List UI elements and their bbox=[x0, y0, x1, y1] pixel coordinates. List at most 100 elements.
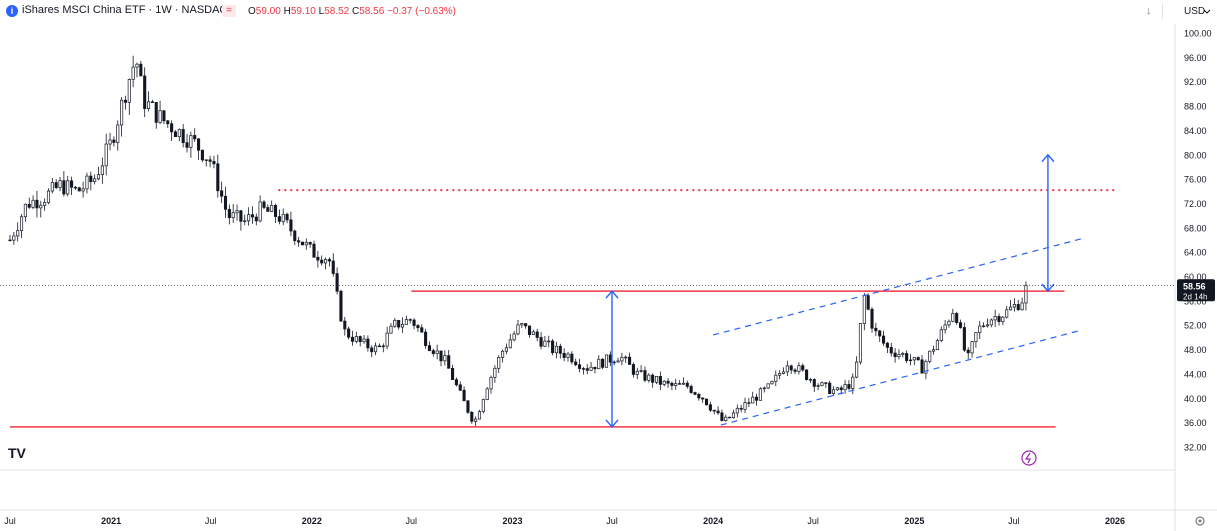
candle-body bbox=[920, 359, 924, 374]
candle-body bbox=[23, 203, 27, 218]
candle-body bbox=[524, 323, 528, 327]
candle-body bbox=[666, 380, 670, 384]
price-tick-label: 100.00 bbox=[1184, 29, 1212, 39]
candle-body bbox=[681, 382, 685, 385]
candle-body bbox=[943, 324, 947, 331]
candle-body bbox=[1012, 304, 1016, 308]
candle-body bbox=[551, 340, 555, 354]
candle-body bbox=[728, 416, 732, 419]
candle-body bbox=[654, 376, 659, 383]
candle-body bbox=[308, 242, 312, 245]
candle-body bbox=[173, 131, 178, 137]
candle-body bbox=[720, 412, 724, 421]
candle-body bbox=[270, 205, 274, 212]
download-arrow-icon[interactable]: ↓ bbox=[1146, 5, 1152, 17]
candle-body bbox=[704, 398, 709, 406]
candle-body bbox=[335, 273, 339, 292]
time-tick-label: 2026 bbox=[1105, 516, 1125, 526]
candle-body bbox=[766, 383, 770, 389]
candle-body bbox=[724, 416, 728, 421]
candle-body bbox=[824, 382, 828, 384]
candle-body bbox=[504, 347, 508, 352]
candle-body bbox=[735, 407, 739, 414]
candle-body bbox=[643, 370, 647, 381]
badge-icon[interactable]: = bbox=[222, 5, 236, 17]
candle-body bbox=[354, 336, 358, 342]
candle-body bbox=[781, 371, 786, 374]
candle-body bbox=[535, 331, 539, 338]
candle-body bbox=[966, 349, 970, 354]
candle-body bbox=[547, 340, 551, 343]
candle-body bbox=[477, 411, 482, 420]
candle-body bbox=[812, 379, 816, 387]
candle-body bbox=[770, 381, 774, 385]
candle-body bbox=[304, 242, 308, 246]
candle-body bbox=[820, 382, 824, 386]
candle-body bbox=[493, 367, 497, 378]
candle-body bbox=[116, 124, 120, 143]
price-tick-label: 76.00 bbox=[1184, 175, 1207, 185]
candle-body bbox=[397, 319, 401, 328]
price-tick-label: 92.00 bbox=[1184, 77, 1207, 87]
candle-body bbox=[858, 323, 863, 363]
candle-body bbox=[231, 212, 235, 219]
measure-arrow-2-head-top bbox=[1041, 153, 1055, 163]
candle-body bbox=[297, 240, 301, 243]
candle-body bbox=[112, 139, 116, 143]
candle-body bbox=[470, 411, 474, 422]
ohlc-readout: O59.00 H59.10 L58.52 C58.56 −0.37 (−0.63… bbox=[248, 6, 456, 17]
measure-arrow-1-head-bottom bbox=[605, 419, 619, 428]
candle-body bbox=[905, 353, 909, 361]
candle-body bbox=[85, 175, 89, 190]
candle-body bbox=[120, 99, 124, 126]
candle-body bbox=[539, 337, 543, 347]
candle-body bbox=[474, 418, 478, 422]
candle-body bbox=[1016, 304, 1020, 311]
symbol-logo-icon[interactable]: i bbox=[6, 5, 18, 17]
price-tick-label: 44.00 bbox=[1184, 369, 1207, 379]
candle-body bbox=[266, 207, 270, 212]
candle-body bbox=[189, 135, 193, 148]
candle-body bbox=[520, 323, 524, 326]
price-tag bbox=[1177, 279, 1215, 302]
candle-body bbox=[27, 203, 31, 208]
candle-body bbox=[620, 356, 624, 362]
candle-body bbox=[616, 360, 620, 363]
candle-body bbox=[581, 368, 585, 370]
candle-body bbox=[585, 368, 589, 371]
candle-body bbox=[608, 354, 612, 363]
currency-selector[interactable]: USD bbox=[1184, 6, 1206, 17]
candle-body bbox=[181, 129, 185, 144]
price-tag-value: 58.56 bbox=[1183, 281, 1206, 291]
candle-body bbox=[512, 333, 516, 341]
drawing-annotations bbox=[10, 153, 1118, 428]
candle-body bbox=[439, 350, 443, 362]
candle-body bbox=[1020, 302, 1024, 311]
candle-body bbox=[185, 142, 189, 148]
candle-body bbox=[862, 295, 866, 324]
price-tick-label: 88.00 bbox=[1184, 102, 1207, 112]
time-tick-label: Jul bbox=[205, 516, 217, 526]
candle-body bbox=[527, 325, 532, 335]
candle-body bbox=[200, 149, 204, 161]
candle-body bbox=[797, 365, 801, 372]
candle-body bbox=[932, 349, 936, 352]
symbol-title[interactable]: iShares MSCI China ETF · 1W · NASDAQ bbox=[22, 4, 228, 16]
candle-body bbox=[562, 352, 566, 358]
candle-body bbox=[685, 382, 689, 387]
price-tick-label: 56.00 bbox=[1184, 296, 1207, 306]
candle-body bbox=[293, 230, 297, 242]
candle-body bbox=[893, 352, 897, 358]
candle-body bbox=[177, 129, 181, 137]
price-tick-label: 96.00 bbox=[1184, 53, 1207, 63]
candle-body bbox=[404, 319, 408, 325]
time-tick-label: 2023 bbox=[502, 516, 522, 526]
candle-body bbox=[227, 208, 231, 219]
candle-body bbox=[223, 195, 228, 210]
candle-body bbox=[835, 387, 839, 391]
candle-body bbox=[204, 159, 208, 161]
price-tick-label: 52.00 bbox=[1184, 321, 1207, 331]
candle-body bbox=[285, 213, 289, 221]
candle-body bbox=[366, 338, 370, 349]
